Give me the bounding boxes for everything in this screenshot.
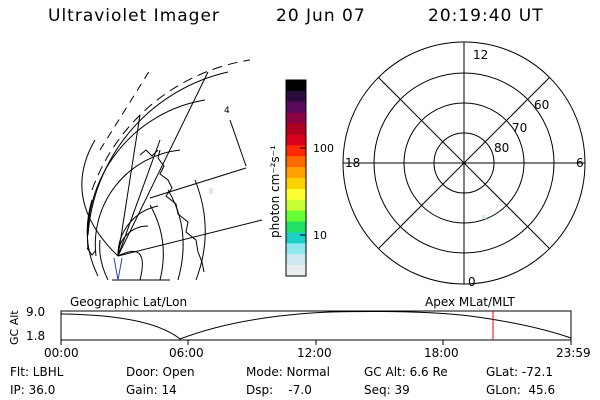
colorbar-band (286, 178, 306, 190)
meridian-5 (117, 225, 149, 257)
meridian-4 (117, 219, 263, 257)
colorbar-band (286, 199, 306, 212)
colorbar-band (286, 101, 306, 114)
colorbar-band (286, 188, 306, 201)
colorbar-band (286, 254, 306, 266)
status-seq: Seq: 39 (364, 383, 410, 397)
gcalt-curve (60, 311, 572, 340)
lat-label-80: 80 (494, 141, 510, 155)
geo-panel-caption: Geographic Lat/Lon (70, 295, 188, 309)
limb-line-2 (229, 119, 247, 167)
lat-arc-3 (87, 99, 206, 251)
colorbar-band (286, 210, 306, 223)
meridian-7 (117, 251, 143, 281)
colorbar-band (286, 145, 306, 157)
colorbar-tick-label-100: 100 (313, 142, 334, 155)
instrument-title: Ultraviolet Imager (48, 6, 220, 26)
mlt-label-6: 6 (576, 156, 584, 170)
gcalt-xtick-0600: 06:00 (169, 346, 204, 360)
lat-label-70: 70 (512, 121, 528, 135)
coastline-bit (139, 149, 159, 157)
meridian-2 (117, 139, 161, 257)
status-gain: Gain: 14 (126, 383, 177, 397)
gcalt-ylabel: GC Alt (8, 310, 21, 345)
colorbar-band (286, 112, 306, 125)
status-filter: Flt: LBHL (10, 365, 64, 379)
status-glon: GLon: 45.6 (486, 383, 556, 397)
gcalt-xtick-1200: 12:00 (297, 346, 332, 360)
meridian-3 (117, 114, 141, 257)
polar-plot (342, 41, 586, 285)
boundary-1 (99, 239, 109, 281)
colorbar-band (286, 90, 306, 103)
geographic-map (81, 59, 263, 281)
colorbar-band (286, 134, 306, 146)
lat-arc-4 (87, 71, 229, 236)
colorbar-tick-label-10: 10 (313, 229, 327, 242)
boundary-3 (149, 204, 164, 281)
pole-marker (113, 257, 123, 281)
colorbar-band (286, 232, 306, 244)
gcalt-ytick-high: 9.0 (26, 305, 46, 319)
colorbar-band (286, 265, 306, 277)
colorbar-band (286, 221, 306, 234)
gcalt-xtick-0000: 00:00 (44, 346, 79, 360)
colorbar-band (286, 80, 306, 92)
polar-faint-emission (482, 215, 486, 219)
limb-line-1 (99, 69, 151, 151)
status-dsp: Dsp: -7.0 (246, 383, 312, 397)
status-door: Door: Open (126, 365, 195, 379)
mlt-label-18: 18 (345, 156, 361, 170)
gcalt-xtick-2359: 23:59 (556, 346, 591, 360)
coastline (157, 149, 205, 273)
boundary-5 (194, 179, 206, 281)
status-gcalt: GC Alt: 6.6 Re (364, 365, 448, 379)
gcalt-xtick-1800: 18:00 (424, 346, 459, 360)
colorbar-frame (285, 79, 307, 277)
date-label: 20 Jun 07 (276, 6, 366, 26)
colorbar-label: photon cm⁻²s⁻¹ (268, 145, 282, 238)
mlt-label-12: 12 (473, 48, 489, 62)
time-label: 20:19:40 UT (428, 6, 544, 26)
colorbar (286, 80, 306, 277)
lat-arc-1 (117, 205, 159, 257)
coast-fragment (86, 247, 97, 256)
limb-line-3 (149, 167, 247, 199)
gcalt-xticks (60, 340, 572, 345)
boundary-4 (167, 189, 184, 281)
mlt-label-0: 0 (468, 275, 476, 289)
polar-panel-caption: Apex MLat/MLT (425, 295, 515, 309)
status-ip: IP: 36.0 (10, 383, 56, 397)
lat-label-60: 60 (534, 98, 550, 112)
geo-marker-label: 4 (224, 106, 230, 116)
polar-diagonal-2 (378, 77, 550, 249)
faint-emission (209, 188, 213, 194)
colorbar-band (286, 156, 306, 168)
gcalt-ytick-low: 1.8 (26, 329, 46, 343)
colorbar-band (286, 123, 306, 136)
boundary-2 (86, 199, 99, 277)
colorbar-band (286, 167, 306, 179)
gcalt-frame (60, 310, 572, 341)
meridian-6 (81, 139, 119, 257)
status-glat: GLat: -72.1 (486, 365, 553, 379)
colorbar-band (286, 243, 306, 255)
lat-arc-2 (94, 149, 181, 257)
status-mode: Mode: Normal (246, 365, 330, 379)
